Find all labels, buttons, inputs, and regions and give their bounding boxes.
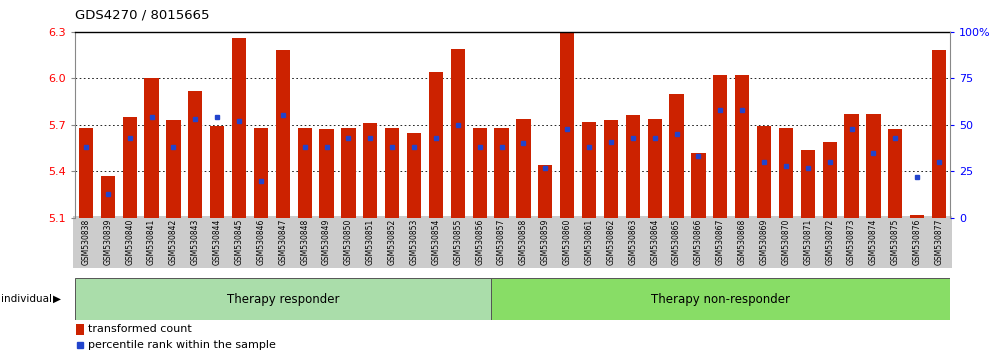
FancyBboxPatch shape	[75, 278, 491, 320]
FancyBboxPatch shape	[248, 216, 274, 268]
Bar	[473, 128, 487, 218]
Bar	[604, 120, 618, 218]
FancyBboxPatch shape	[641, 216, 668, 268]
Bar	[691, 153, 706, 218]
FancyBboxPatch shape	[663, 216, 690, 268]
FancyBboxPatch shape	[838, 216, 865, 268]
Text: transformed count: transformed count	[88, 324, 192, 334]
FancyBboxPatch shape	[729, 216, 755, 268]
Bar	[76, 324, 84, 335]
FancyBboxPatch shape	[532, 216, 559, 268]
Bar	[757, 126, 771, 218]
FancyBboxPatch shape	[379, 216, 405, 268]
Bar	[451, 49, 465, 218]
Text: GDS4270 / 8015665: GDS4270 / 8015665	[75, 9, 210, 22]
Bar	[298, 128, 312, 218]
Bar	[866, 114, 881, 218]
FancyBboxPatch shape	[160, 216, 187, 268]
Bar	[276, 51, 290, 218]
FancyBboxPatch shape	[357, 216, 384, 268]
FancyBboxPatch shape	[685, 216, 712, 268]
FancyBboxPatch shape	[291, 216, 318, 268]
FancyBboxPatch shape	[707, 216, 734, 268]
Bar	[844, 114, 859, 218]
Bar	[494, 128, 509, 218]
Bar	[101, 176, 115, 218]
FancyBboxPatch shape	[882, 216, 909, 268]
Bar	[79, 128, 93, 218]
Bar	[626, 115, 640, 218]
Bar	[823, 142, 837, 218]
Bar	[582, 122, 596, 218]
Bar	[932, 51, 946, 218]
Bar	[735, 75, 749, 218]
FancyBboxPatch shape	[773, 216, 799, 268]
FancyBboxPatch shape	[576, 216, 602, 268]
Bar	[144, 78, 159, 218]
Bar	[363, 123, 377, 218]
FancyBboxPatch shape	[116, 216, 143, 268]
FancyBboxPatch shape	[73, 216, 99, 268]
Bar	[801, 149, 815, 218]
FancyBboxPatch shape	[313, 216, 340, 268]
Bar	[232, 38, 246, 218]
FancyBboxPatch shape	[423, 216, 449, 268]
Text: Therapy responder: Therapy responder	[227, 293, 339, 306]
Bar	[385, 128, 399, 218]
Bar	[319, 130, 334, 218]
FancyBboxPatch shape	[401, 216, 427, 268]
FancyBboxPatch shape	[491, 278, 950, 320]
FancyBboxPatch shape	[445, 216, 471, 268]
FancyBboxPatch shape	[488, 216, 515, 268]
FancyBboxPatch shape	[95, 216, 121, 268]
Text: Therapy non-responder: Therapy non-responder	[651, 293, 790, 306]
Text: ▶: ▶	[53, 294, 61, 304]
FancyBboxPatch shape	[204, 216, 230, 268]
Bar	[123, 117, 137, 218]
FancyBboxPatch shape	[598, 216, 624, 268]
Text: percentile rank within the sample: percentile rank within the sample	[88, 340, 276, 350]
FancyBboxPatch shape	[226, 216, 252, 268]
Bar	[407, 132, 421, 218]
Bar	[188, 91, 202, 218]
FancyBboxPatch shape	[466, 216, 493, 268]
FancyBboxPatch shape	[510, 216, 537, 268]
Bar	[669, 94, 684, 218]
FancyBboxPatch shape	[904, 216, 930, 268]
FancyBboxPatch shape	[554, 216, 580, 268]
Bar	[341, 128, 356, 218]
Bar	[713, 75, 727, 218]
FancyBboxPatch shape	[926, 216, 952, 268]
Bar	[538, 165, 552, 218]
FancyBboxPatch shape	[816, 216, 843, 268]
Bar	[779, 128, 793, 218]
FancyBboxPatch shape	[860, 216, 887, 268]
FancyBboxPatch shape	[795, 216, 821, 268]
FancyBboxPatch shape	[335, 216, 362, 268]
FancyBboxPatch shape	[270, 216, 296, 268]
Bar	[516, 119, 531, 218]
Bar	[166, 120, 181, 218]
FancyBboxPatch shape	[751, 216, 777, 268]
Bar	[648, 119, 662, 218]
Text: individual: individual	[1, 294, 52, 304]
FancyBboxPatch shape	[182, 216, 209, 268]
Bar	[560, 33, 574, 218]
Bar	[254, 128, 268, 218]
Bar	[429, 72, 443, 218]
FancyBboxPatch shape	[138, 216, 165, 268]
FancyBboxPatch shape	[620, 216, 646, 268]
Bar	[210, 126, 224, 218]
Bar	[910, 215, 924, 218]
Bar	[888, 130, 902, 218]
